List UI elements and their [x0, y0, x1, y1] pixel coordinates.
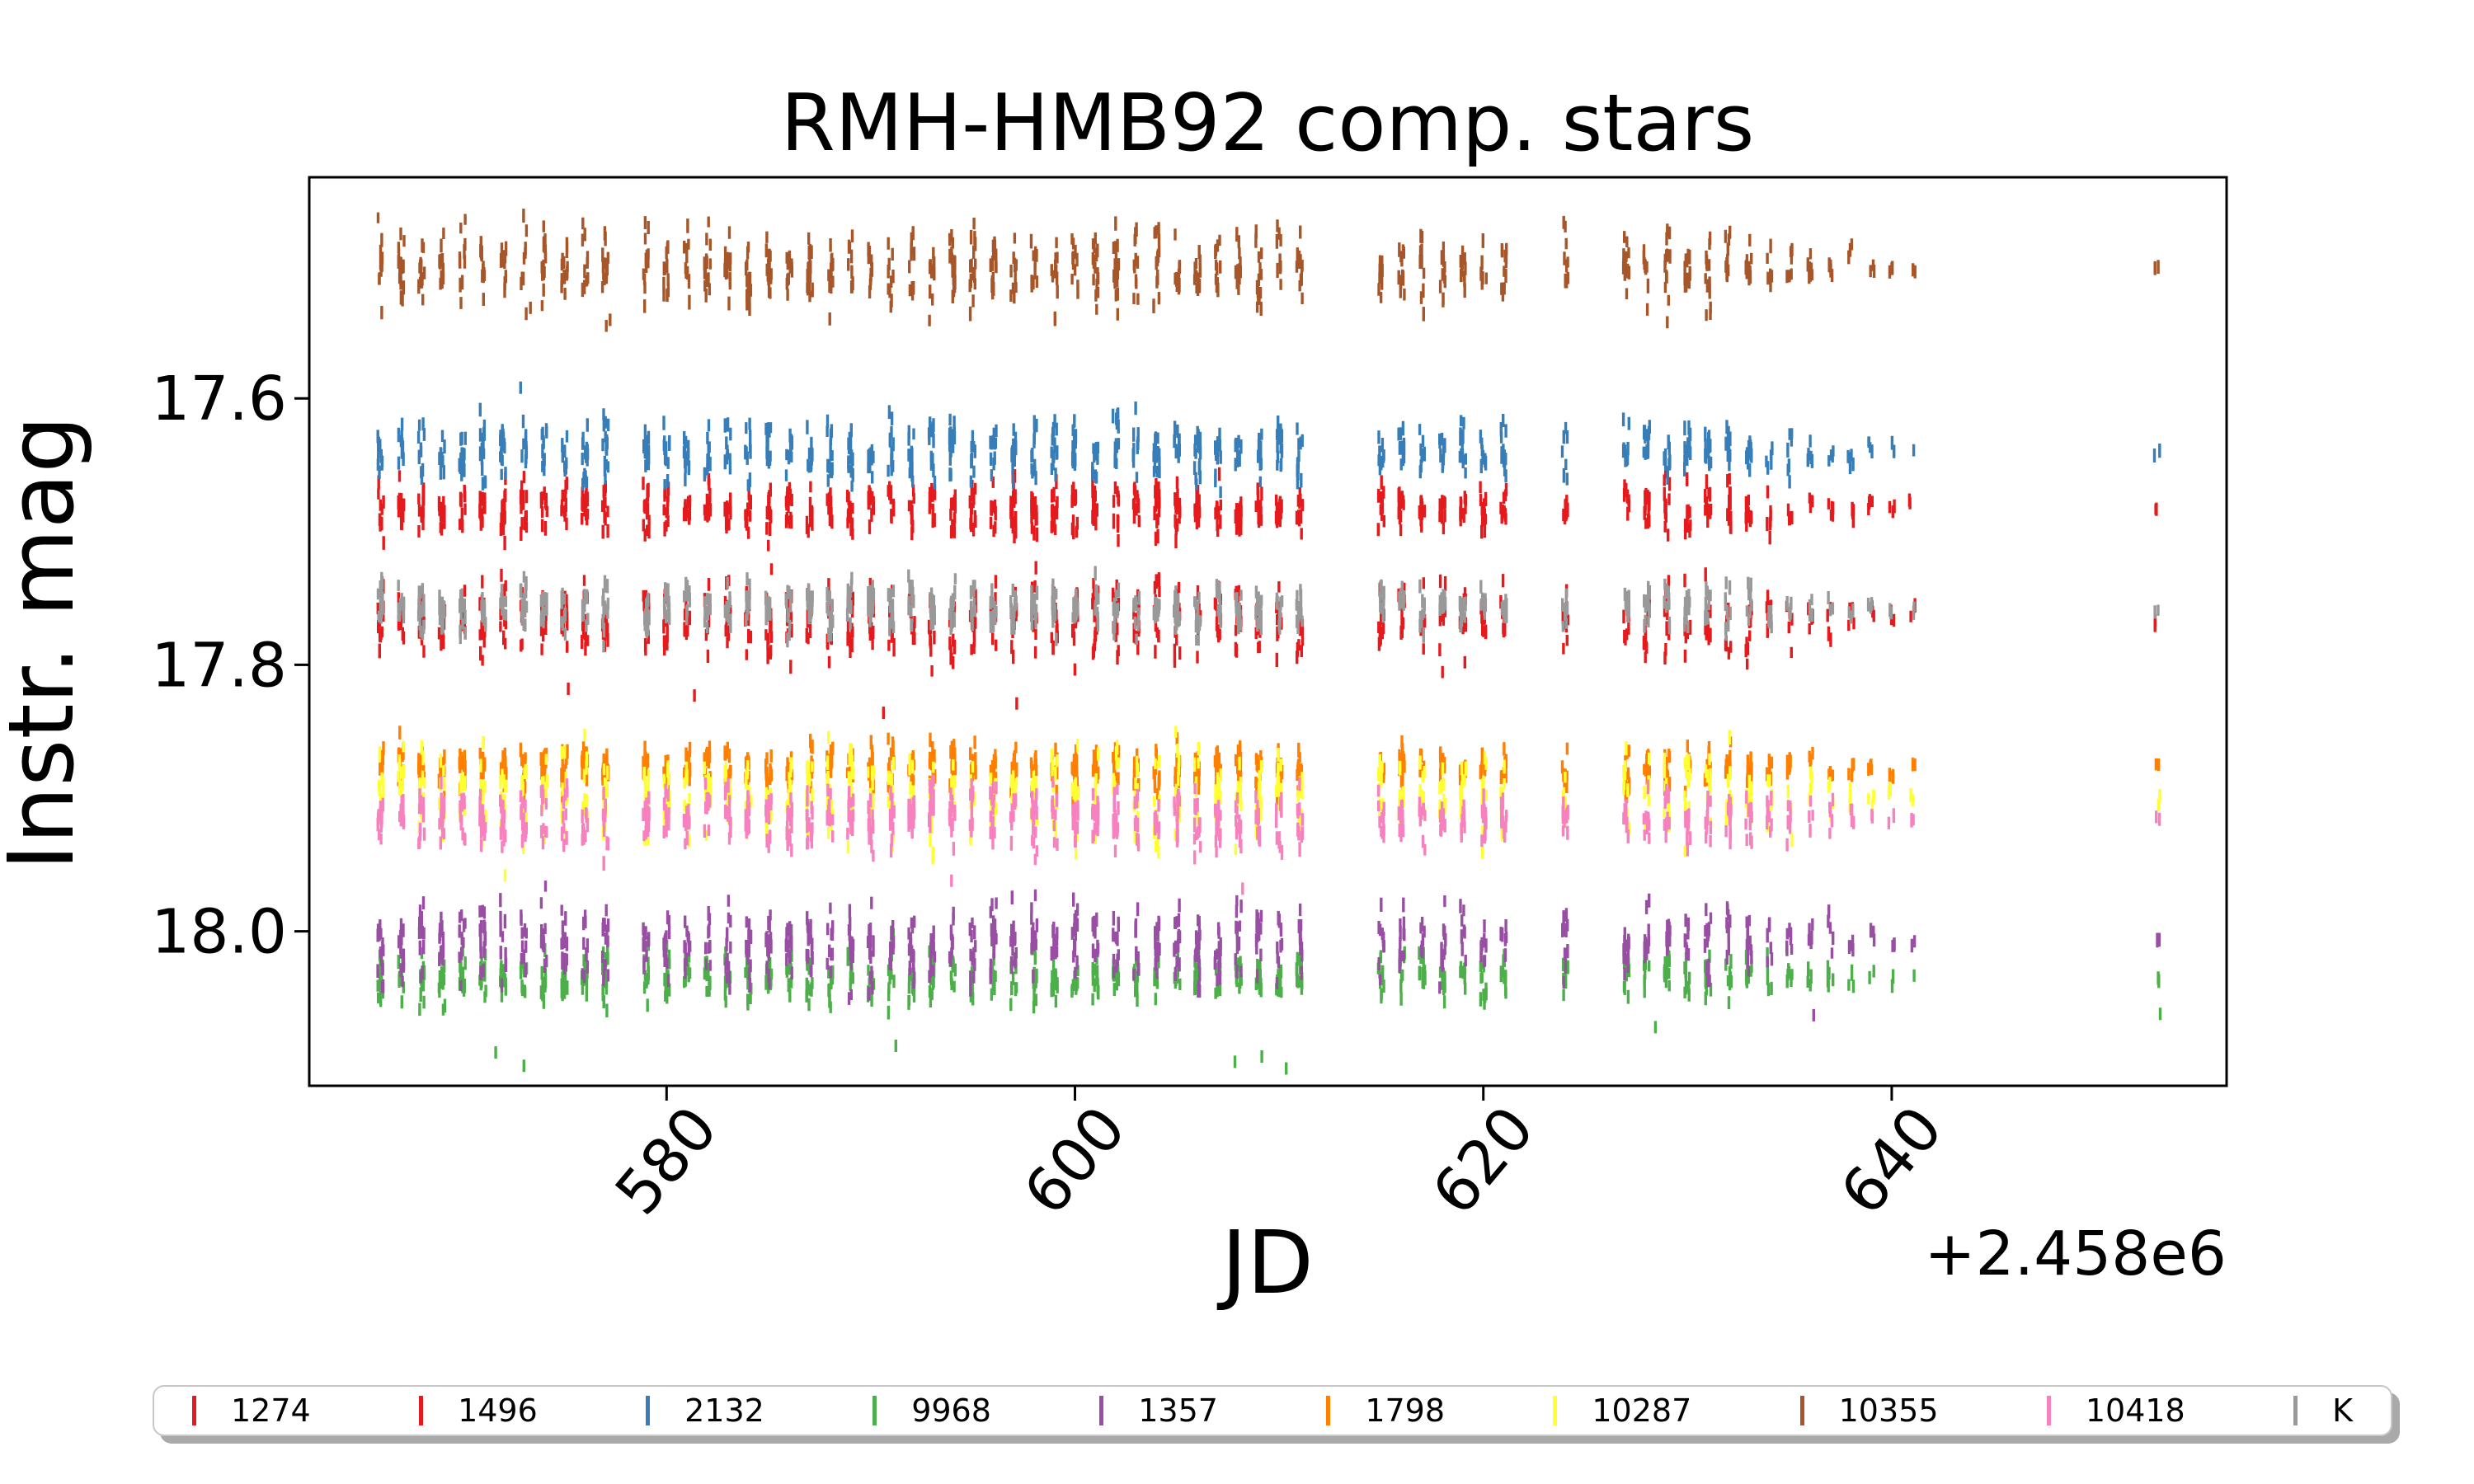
vline-marker-icon: [192, 1396, 196, 1425]
vline-marker-icon: [1553, 1396, 1558, 1425]
x-axis-label: JD: [1216, 1213, 1314, 1313]
series-1357-marks: [376, 881, 2161, 1021]
legend: 1274 1496 2132 9968 1357 1798 10287 10355 10418 K: [153, 1385, 2392, 1436]
series-2132-marks: [376, 381, 2161, 499]
legend-label: 9968: [911, 1392, 991, 1429]
vline-marker-icon: [646, 1396, 651, 1425]
legend-item-1274: 1274: [192, 1395, 311, 1426]
y-tick-label: 18.0: [151, 897, 287, 968]
legend-item-10287: 10287: [1553, 1395, 1691, 1426]
x-tick-label: 620: [1418, 1093, 1548, 1228]
legend-label: 10355: [1838, 1392, 1939, 1429]
legend-label: 10287: [1592, 1392, 1692, 1429]
series-1496-marks: [377, 463, 2158, 552]
legend-label: 1357: [1138, 1392, 1218, 1429]
y-axis-label: Instr. mag: [0, 416, 94, 871]
y-tick-label: 17.6: [151, 364, 287, 434]
chart-title: RMH-HMB92 comp. stars: [781, 78, 1754, 169]
vline-marker-icon: [2046, 1396, 2051, 1425]
legend-item-1357: 1357: [1099, 1395, 1218, 1426]
series-1274-marks: [376, 561, 2157, 720]
legend-label: 10418: [2085, 1392, 2185, 1429]
legend-label: 2132: [684, 1392, 764, 1429]
legend-item-10418: 10418: [2046, 1392, 2185, 1429]
series-10355-marks: [376, 209, 2160, 332]
series-K-marks: [376, 566, 2160, 653]
x-tick-label: 580: [602, 1093, 731, 1228]
x-axis-offset-text: +2.458e6: [1925, 1219, 2227, 1289]
vline-marker-icon: [1099, 1396, 1104, 1425]
legend-item-1798: 1798: [1326, 1395, 1445, 1426]
legend-label: 1798: [1365, 1392, 1446, 1429]
legend-label: K: [2332, 1392, 2353, 1429]
x-tick-label: 600: [1010, 1093, 1140, 1228]
legend-label: 1274: [231, 1392, 311, 1429]
vline-marker-icon: [419, 1396, 424, 1425]
vline-marker-icon: [2293, 1396, 2298, 1425]
plot-frame: [308, 176, 2228, 1087]
legend-item-2132: 2132: [646, 1395, 764, 1426]
series-10418-marks: [376, 774, 2161, 895]
legend-label: 1496: [458, 1392, 538, 1429]
data-marks: [376, 209, 2162, 1075]
legend-item-1496: 1496: [419, 1395, 538, 1426]
x-tick-label: 640: [1827, 1093, 1957, 1228]
legend-item-9968: 9968: [872, 1395, 991, 1426]
legend-item-10355: 10355: [1799, 1392, 1939, 1429]
vline-marker-icon: [1799, 1396, 1804, 1425]
y-tick-label: 17.8: [151, 630, 287, 701]
vline-marker-icon: [1326, 1396, 1331, 1425]
legend-item-K: K: [2293, 1395, 2353, 1426]
vline-marker-icon: [872, 1396, 877, 1425]
